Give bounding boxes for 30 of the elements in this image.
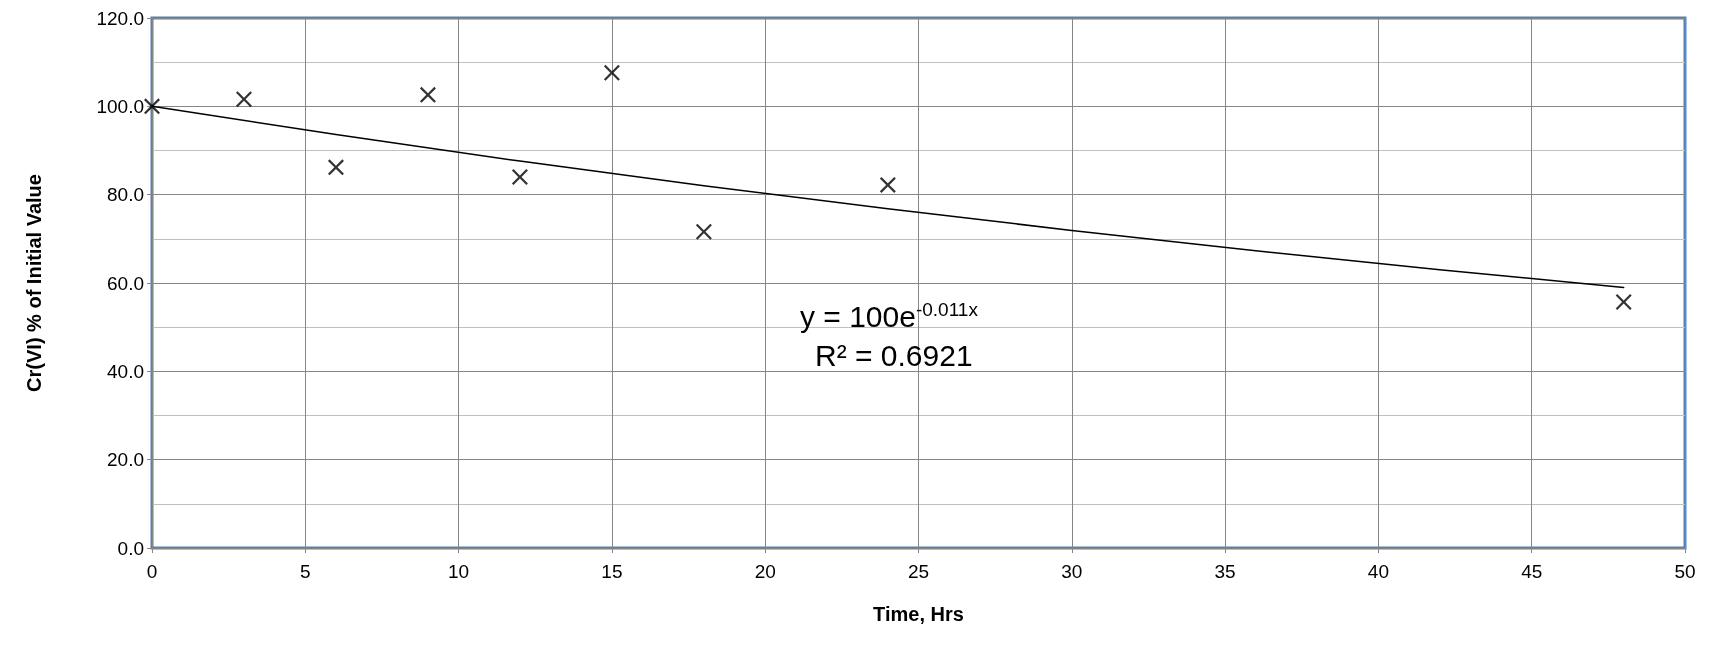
point: [327, 159, 344, 176]
x-tick-label: 5: [300, 561, 311, 582]
y-tick-label: 80.0: [107, 184, 144, 206]
y-tick-label: 20.0: [107, 449, 144, 471]
annotation: R² = 0.6921: [815, 338, 973, 372]
x-tick-label: 50: [1674, 561, 1696, 582]
x-tick-label: 25: [907, 561, 930, 582]
y-axis-title: Cr(VI) % of Initial Value: [23, 174, 45, 392]
y-tick-label: 120.0: [96, 7, 144, 29]
x-tick-label: 40: [1367, 561, 1389, 582]
point: [1615, 293, 1632, 310]
y-tick-label: 40.0: [107, 360, 144, 382]
point: [695, 223, 712, 240]
point: [603, 64, 620, 81]
point: [419, 86, 436, 103]
point: [511, 169, 528, 185]
point: [879, 176, 896, 193]
point: [235, 91, 252, 108]
y-tick-label: 60.0: [107, 272, 144, 294]
x-tick-label: 35: [1214, 561, 1236, 582]
x-tick-label: 15: [601, 561, 623, 582]
x-tick-label: 10: [448, 561, 470, 582]
y-tick-label: 100.0: [96, 95, 144, 117]
point: [144, 98, 160, 115]
x-tick-label: 30: [1061, 561, 1083, 582]
x-axis-title: Time, Hrs: [873, 603, 964, 625]
x-tick-label: 45: [1521, 561, 1543, 582]
x-tick-label: 20: [754, 561, 776, 582]
y-tick-label: 0.0: [117, 537, 144, 559]
x-tick-label: 0: [146, 561, 158, 582]
